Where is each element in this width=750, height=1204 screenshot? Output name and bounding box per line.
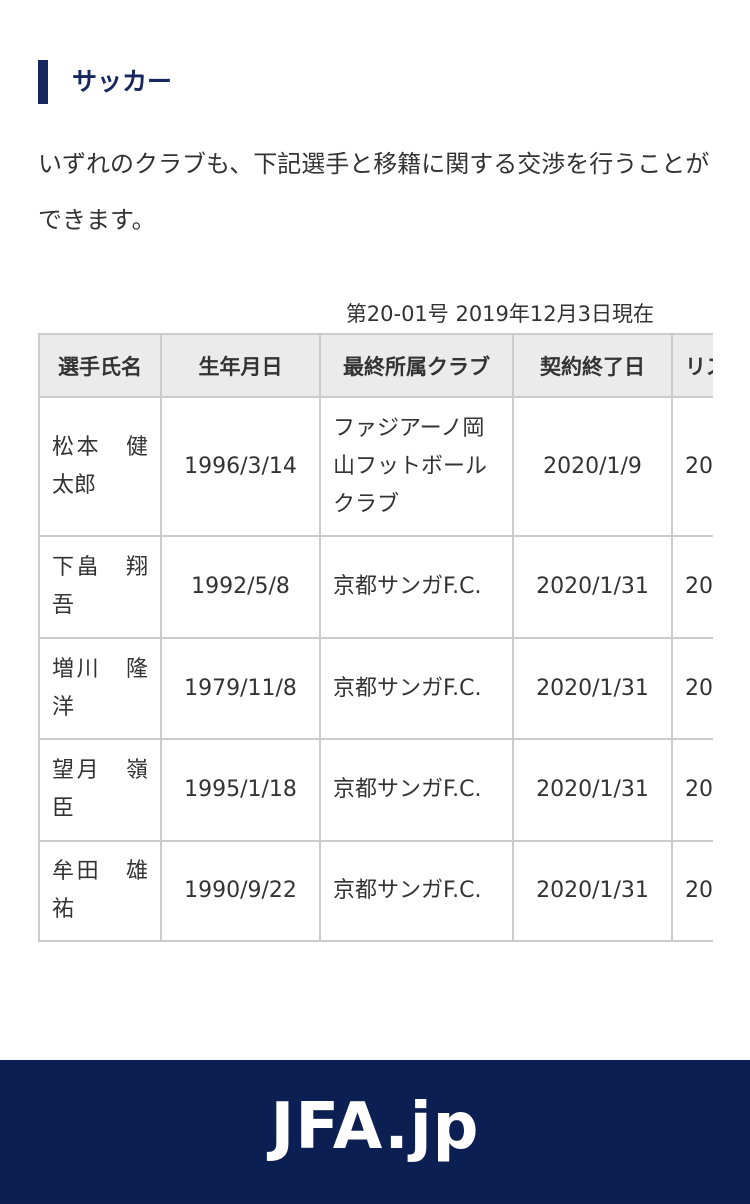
birthdate-cell: 1995/1/18 <box>160 738 321 842</box>
last-club-cell: 京都サンガF.C. <box>319 535 514 639</box>
player-name-cell: 望月 嶺臣 <box>38 738 162 842</box>
list-date-cell: 20 <box>671 396 713 537</box>
as-of-date: 第20-01号 2019年12月3日現在 <box>345 302 654 326</box>
last-club-cell: 京都サンガF.C. <box>319 840 514 942</box>
header-birthdate: 生年月日 <box>160 333 321 398</box>
footer: JFA.jp <box>0 1060 750 1204</box>
table-row: 増川 隆洋 1979/11/8 京都サンガF.C. 2020/1/31 20 <box>38 637 713 740</box>
contract-end-cell: 2020/1/9 <box>512 396 673 537</box>
birthdate-cell: 1990/9/22 <box>160 840 321 942</box>
table-row: 牟田 雄祐 1990/9/22 京都サンガF.C. 2020/1/31 20 <box>38 840 713 942</box>
table-row: 下畠 翔吾 1992/5/8 京都サンガF.C. 2020/1/31 20 <box>38 535 713 639</box>
header-name: 選手氏名 <box>38 333 162 398</box>
table-row: 松本 健太郎 1996/3/14 ファジアーノ岡山フットボールクラブ 2020/1/9… <box>38 396 713 537</box>
header-last-club: 最終所属クラブ <box>319 333 514 398</box>
list-date-cell: 20 <box>671 840 713 942</box>
player-table: 選手氏名 生年月日 最終所属クラブ 契約終了日 リス 松本 健太郎1996/3/… <box>38 333 713 942</box>
list-date-cell: 20 <box>671 637 713 740</box>
table-row: 望月 嶺臣 1995/1/18 京都サンガF.C. 2020/1/31 20 <box>38 738 713 842</box>
player-table-scroll[interactable]: 選手氏名 生年月日 最終所属クラブ 契約終了日 リス 松本 健太郎1996/3/… <box>38 333 713 942</box>
last-club-cell: ファジアーノ岡山フットボールクラブ <box>319 396 514 537</box>
jfa-logo[interactable]: JFA.jp <box>270 1090 480 1164</box>
birthdate-cell: 1979/11/8 <box>160 637 321 740</box>
contract-end-cell: 2020/1/31 <box>512 535 673 639</box>
contract-end-cell: 2020/1/31 <box>512 637 673 740</box>
list-date-cell: 20 <box>671 738 713 842</box>
birthdate-cell: 1996/3/14 <box>160 396 321 537</box>
section-title: サッカー <box>38 60 172 104</box>
last-club-cell: 京都サンガF.C. <box>319 738 514 842</box>
birthdate-cell: 1992/5/8 <box>160 535 321 639</box>
player-name-cell: 増川 隆洋 <box>38 637 162 740</box>
lead-text: いずれのクラブも、下記選手と移籍に関する交渉を行うことができます。 <box>38 150 710 234</box>
player-name-cell: 下畠 翔吾 <box>38 535 162 639</box>
contract-end-cell: 2020/1/31 <box>512 738 673 842</box>
player-name-cell: 松本 健太郎 <box>38 396 162 537</box>
table-header-row: 選手氏名 生年月日 最終所属クラブ 契約終了日 リス <box>38 333 713 398</box>
contract-end-cell: 2020/1/31 <box>512 840 673 942</box>
last-club-cell: 京都サンガF.C. <box>319 637 514 740</box>
list-date-cell: 20 <box>671 535 713 639</box>
player-name-cell: 牟田 雄祐 <box>38 840 162 942</box>
header-list-date: リス <box>671 333 713 398</box>
header-contract-end: 契約終了日 <box>512 333 673 398</box>
